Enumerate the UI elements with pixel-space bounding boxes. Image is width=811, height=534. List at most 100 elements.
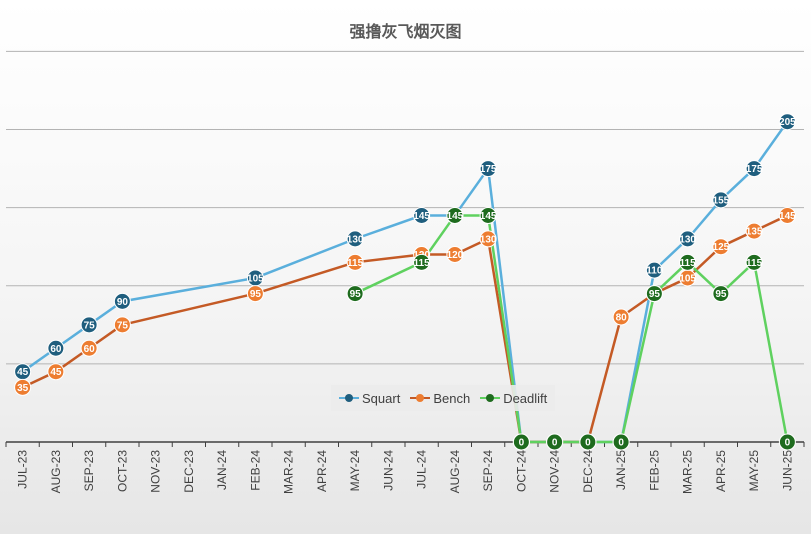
x-tick-label: JAN-24	[215, 450, 229, 490]
data-point-deadlift	[446, 206, 464, 224]
data-point-deadlift	[712, 285, 730, 303]
x-tick-label: OCT-24	[514, 450, 528, 492]
series-markers: 45 60 75 90 105 130 145 145 175 0 0 0 0 110 130 155 175 2…	[14, 113, 796, 451]
data-label-bench: 45	[50, 367, 62, 378]
data-label-squart: 130	[679, 234, 696, 245]
x-tick-label: NOV-23	[149, 450, 163, 493]
data-label-bench: 60	[84, 344, 96, 355]
data-label-bench: 120	[447, 250, 464, 261]
data-point-bench	[346, 253, 364, 271]
x-tick-label: MAR-24	[282, 450, 296, 494]
data-label-bench: 145	[779, 211, 796, 222]
data-label-squart: 45	[17, 367, 29, 378]
data-point-squart	[346, 230, 364, 248]
data-label-deadlift: 95	[649, 289, 661, 300]
data-point-bench	[80, 339, 98, 357]
data-label-deadlift: 0	[585, 438, 591, 449]
data-label-deadlift: 115	[746, 258, 763, 269]
data-point-bench	[14, 378, 32, 396]
data-point-squart	[745, 160, 763, 178]
data-point-deadlift	[679, 253, 697, 271]
data-point-deadlift	[512, 433, 530, 451]
data-point-squart	[413, 206, 431, 224]
data-label-deadlift: 0	[618, 438, 624, 449]
data-point-squart	[80, 316, 98, 334]
x-tick-label: AUG-24	[448, 450, 462, 494]
legend-swatch-bench	[410, 393, 431, 403]
x-tick-label: MAR-25	[681, 450, 695, 494]
x-tick-label: JAN-25	[614, 450, 628, 490]
data-point-deadlift	[645, 285, 663, 303]
data-label-deadlift: 0	[785, 438, 791, 449]
x-tick-label: JUL-23	[16, 450, 30, 489]
x-axis	[5, 441, 805, 447]
data-point-deadlift	[546, 433, 564, 451]
data-label-squart: 175	[480, 164, 497, 175]
data-label-deadlift: 0	[519, 438, 525, 449]
x-tick-label: NOV-24	[548, 450, 562, 493]
data-label-squart: 110	[646, 266, 663, 277]
data-label-squart: 60	[50, 344, 62, 355]
data-label-squart: 145	[413, 211, 430, 222]
legend-item-squart: Squart	[339, 391, 400, 406]
data-point-deadlift	[612, 433, 630, 451]
data-label-bench: 95	[250, 289, 262, 300]
x-tick-label: FEB-25	[647, 450, 661, 491]
data-label-deadlift: 115	[414, 258, 431, 269]
data-label-squart: 130	[347, 234, 364, 245]
data-label-deadlift: 0	[552, 438, 558, 449]
data-label-deadlift: 95	[350, 289, 362, 300]
data-point-squart	[47, 339, 65, 357]
data-point-squart	[679, 230, 697, 248]
data-point-squart	[712, 191, 730, 209]
data-label-bench: 130	[480, 234, 497, 245]
data-point-bench	[778, 206, 796, 224]
data-point-bench	[246, 285, 264, 303]
x-tick-label: AUG-23	[49, 450, 63, 494]
x-tick-label: APR-25	[714, 450, 728, 492]
legend-swatch-deadlift	[480, 393, 501, 403]
x-tick-label: DEC-23	[182, 450, 196, 493]
data-label-bench: 80	[616, 313, 628, 324]
x-tick-label: MAY-24	[348, 450, 362, 492]
data-label-squart: 75	[84, 320, 96, 331]
gridlines	[6, 50, 804, 365]
legend-label-squart: Squart	[362, 390, 401, 406]
data-label-deadlift: 95	[715, 289, 727, 300]
data-point-squart	[479, 160, 497, 178]
data-label-bench: 105	[679, 273, 696, 284]
data-label-bench: 125	[713, 242, 730, 253]
legend-swatch-squart	[339, 393, 359, 403]
data-label-bench: 75	[117, 320, 129, 331]
data-point-bench	[712, 238, 730, 256]
legend-item-deadlift: Deadlift	[480, 391, 547, 406]
data-label-deadlift: 115	[680, 258, 697, 269]
data-point-deadlift	[778, 433, 796, 451]
data-point-bench	[446, 246, 464, 263]
data-label-bench: 115	[347, 258, 364, 269]
data-point-bench	[113, 316, 131, 334]
data-point-deadlift	[579, 433, 597, 451]
data-label-squart: 155	[713, 195, 730, 206]
data-point-bench	[47, 363, 65, 381]
data-point-bench	[479, 230, 497, 248]
data-point-deadlift	[745, 253, 763, 271]
data-label-squart: 175	[746, 164, 763, 175]
data-point-squart	[645, 261, 663, 279]
legend: Squart Bench Deadlift	[331, 385, 556, 411]
x-tick-label: SEP-23	[82, 450, 96, 492]
x-tick-label: JUL-24	[415, 450, 429, 489]
data-point-deadlift	[479, 206, 497, 224]
data-point-deadlift	[346, 285, 364, 303]
data-label-bench: 135	[746, 227, 763, 238]
x-tick-label: JUN-25	[780, 450, 794, 491]
legend-item-bench: Bench	[410, 391, 470, 406]
x-tick-labels: JUL-23 AUG-23 SEP-23 OCT-23 NOV-23 DEC-23 JAN-…	[16, 450, 795, 494]
x-tick-label: APR-24	[315, 450, 329, 492]
data-point-squart	[113, 292, 131, 310]
data-point-deadlift	[413, 253, 431, 271]
chart-title: 强撸灰飞烟灭图	[349, 22, 462, 41]
data-label-deadlift: 145	[480, 211, 497, 222]
